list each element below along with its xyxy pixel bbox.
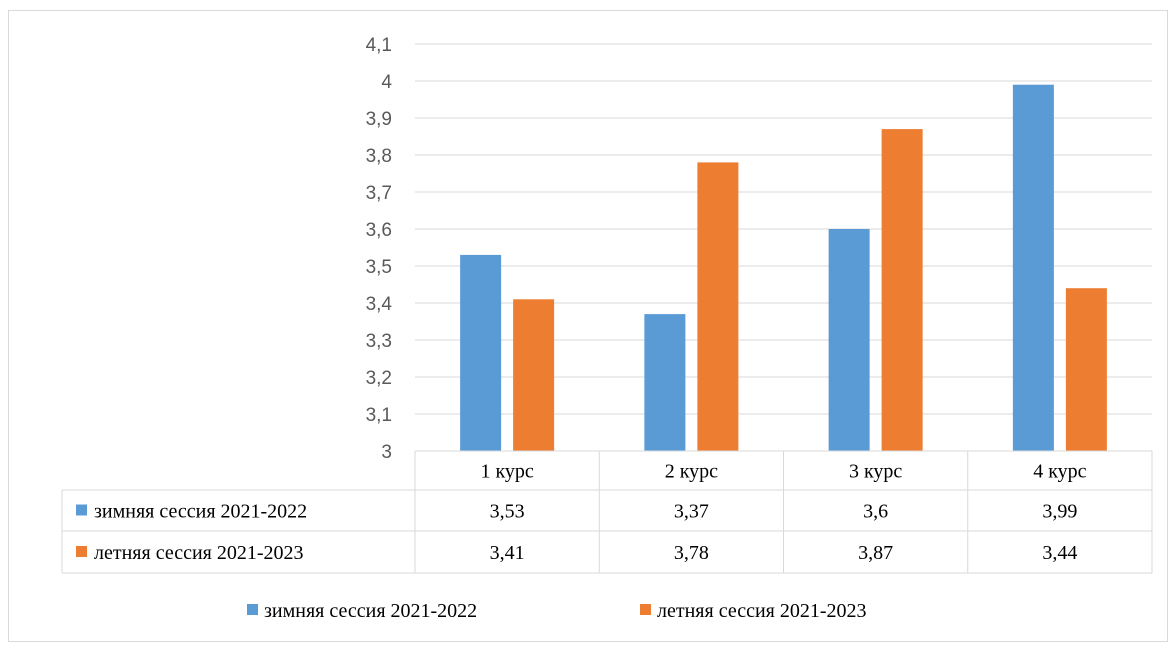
- bar-winter-4: [1012, 84, 1054, 451]
- x-category-label: 2 курс: [665, 461, 718, 483]
- y-tick-label: 4: [381, 72, 392, 93]
- data-label: 3,53: [490, 501, 525, 523]
- data-label: 3,37: [674, 501, 709, 523]
- bar-summer-3: [881, 129, 923, 451]
- bar-summer-1: [513, 299, 555, 451]
- chart-frame: [8, 10, 1168, 642]
- bar-summer-2: [697, 162, 739, 451]
- data-label: 3,99: [1042, 501, 1077, 523]
- y-tick-label: 3,8: [366, 146, 392, 167]
- data-label: 3,87: [858, 542, 893, 564]
- bar-summer-4: [1065, 288, 1107, 451]
- data-label: 3,44: [1042, 542, 1077, 564]
- x-category-label: 1 курс: [480, 461, 533, 483]
- y-tick-label: 3,6: [366, 220, 392, 241]
- data-label: 3,41: [490, 542, 525, 564]
- data-label: 3,78: [674, 542, 709, 564]
- legend-label: летняя сессия 2021-2023: [657, 600, 867, 622]
- bar-winter-1: [460, 254, 502, 451]
- legend-label: зимняя сессия 2021-2022: [264, 600, 477, 622]
- legend: зимняя сессия 2021-2022 летняя сессия 202…: [247, 600, 867, 622]
- y-tick-label: 3,1: [366, 405, 392, 426]
- y-tick-label: 3,7: [366, 183, 392, 204]
- table-series-label: летняя сессия 2021-2023: [94, 542, 304, 564]
- y-axis: 3 3,1 3,2 3,3 3,4 3,5 3,6 3,7 3,8 3,9 4 4,1: [366, 35, 393, 463]
- table-series-label: зимняя сессия 2021-2022: [94, 501, 307, 523]
- x-category-label: 4 курс: [1033, 461, 1086, 483]
- y-tick-label: 3,9: [366, 109, 392, 130]
- bar-winter-2: [644, 314, 686, 451]
- legend-key: [640, 604, 651, 615]
- data-table: 1 курс 2 курс 3 курс 4 курс зимняя сессия 20…: [61, 450, 1153, 574]
- legend-key: [247, 604, 258, 615]
- bar-winter-3: [828, 229, 870, 451]
- bars: [460, 84, 1107, 451]
- y-tick-label: 3,3: [366, 331, 392, 352]
- y-tick-label: 3,5: [366, 257, 392, 278]
- x-category-label: 3 курс: [849, 461, 902, 483]
- y-tick-label: 3,2: [366, 368, 392, 389]
- y-tick-label: 3,4: [366, 294, 393, 315]
- table-legend-key: [76, 504, 87, 516]
- table-legend-key: [76, 546, 87, 557]
- y-tick-label: 3: [381, 442, 392, 463]
- data-label: 3,6: [863, 501, 888, 523]
- y-tick-label: 4,1: [366, 35, 392, 56]
